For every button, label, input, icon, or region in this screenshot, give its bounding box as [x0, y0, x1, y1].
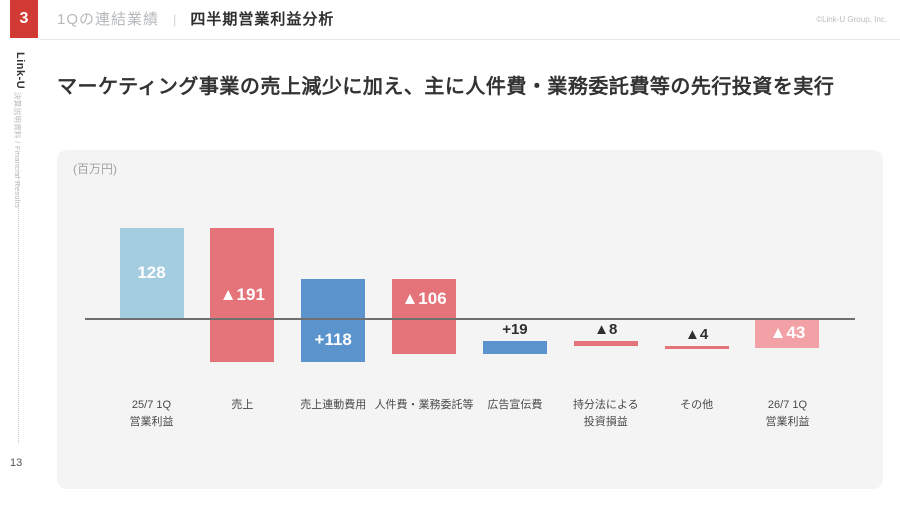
category-label: 人件費・業務委託等 [374, 399, 474, 411]
page-number: 13 [10, 457, 23, 469]
category-label: 26/7 1Q 営業利益 [765, 399, 810, 428]
chart-bar [755, 318, 820, 349]
category-label: 持分法による 投資損益 [572, 399, 639, 428]
breadcrumb-separator: | [173, 12, 177, 27]
slide-headline: マーケティング事業の売上減少に加え、主に人件費・業務委託費等の先行投資を実行 [57, 76, 835, 98]
category-label: その他 [680, 399, 714, 411]
category-label: 売上 [231, 399, 254, 411]
page-title: 四半期営業利益分析 [190, 11, 335, 28]
section-label: 1Qの連結業績 [57, 11, 160, 28]
category-label: 売上連動費用 [300, 399, 367, 411]
bar-value-label: ▲106 [401, 288, 447, 308]
chart-bar [392, 279, 457, 354]
bar-value-label: +19 [502, 320, 528, 338]
chart-bar [664, 346, 729, 349]
header-divider [40, 39, 900, 40]
chart-bar [210, 228, 275, 363]
section-number: 3 [19, 10, 29, 27]
category-label: 広告宣伝費 [487, 399, 543, 411]
waterfall-chart: 128 25/7 1Q 営業利益 ▲191 売上 +118 売上連動費用 ▲106 人件費・業… [57, 150, 883, 489]
unit-label: (百万円) [73, 162, 117, 176]
bar-value-label: 128 [137, 263, 166, 282]
zero-axis-line [85, 317, 855, 320]
bar-value-label: +118 [314, 330, 352, 350]
bar-value-label: ▲191 [219, 285, 265, 305]
bar-value-label: ▲43 [769, 323, 806, 343]
chart-bar [301, 279, 366, 363]
section-number-badge: 3 [10, 0, 38, 38]
breadcrumb: 1Qの連結業績 | 四半期営業利益分析 [57, 0, 334, 40]
chart-bar [119, 228, 184, 318]
chart-bar [573, 340, 638, 347]
copyright-notice: ©Link-U Group, Inc. [816, 15, 887, 24]
bar-value-label: ▲8 [594, 320, 618, 338]
sidebar-dotted-rule [18, 152, 19, 443]
category-label: 25/7 1Q 営業利益 [129, 399, 174, 428]
bar-value-label: ▲4 [685, 326, 709, 344]
chart-bar [482, 340, 547, 354]
chart-panel: (百万円) 128 25/7 1Q 営業利益 ▲191 売上 +118 売上連動費用 ▲10… [57, 150, 883, 489]
brand-logo-vertical: Link-U [14, 52, 26, 90]
